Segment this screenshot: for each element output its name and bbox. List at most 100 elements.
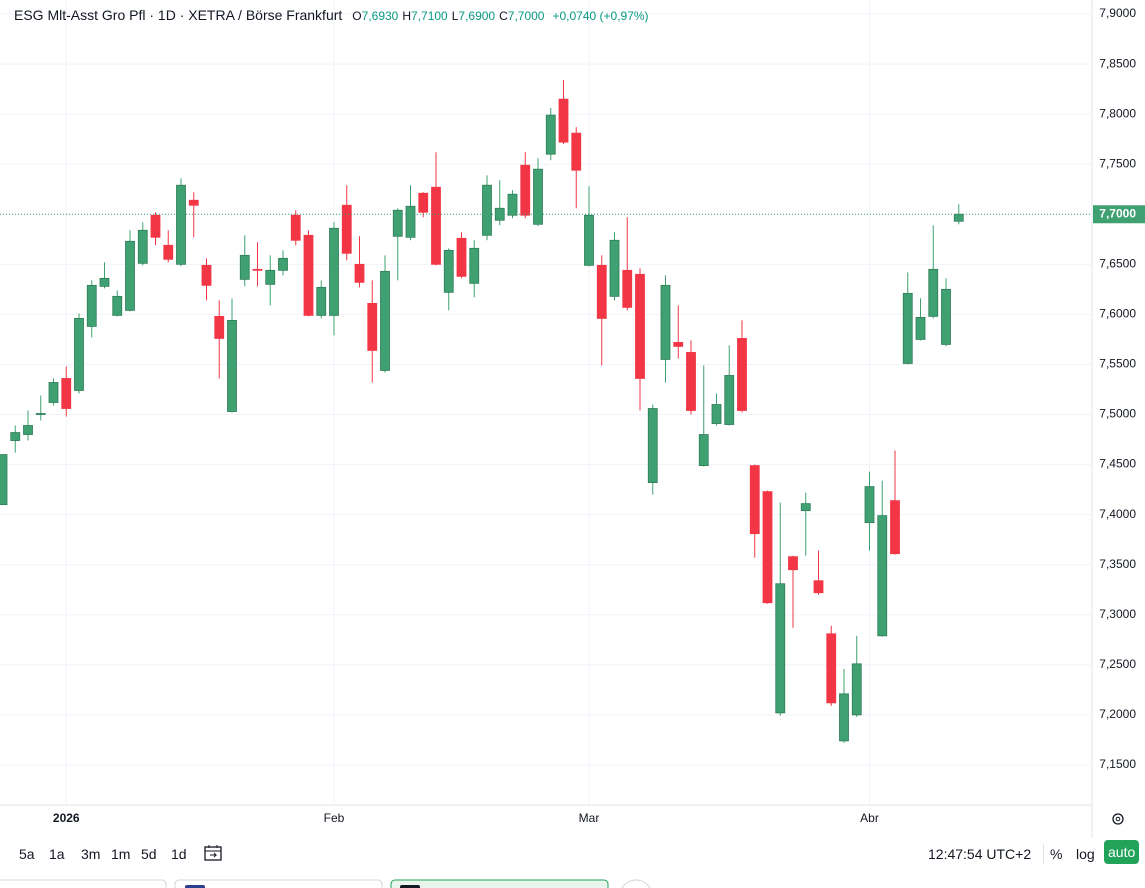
candle-body	[928, 268, 939, 317]
ohlc-key: L	[451, 9, 459, 23]
candle-body	[482, 184, 492, 236]
candle-body	[10, 432, 21, 441]
candle-body	[635, 273, 645, 379]
candle-body	[775, 583, 786, 714]
bottom-toolbar: 12:47:54 UTC+2 auto 5a 1a 3m 1m 5d 1d% log	[0, 840, 1145, 868]
candle-body	[227, 319, 237, 412]
auto-scale-button[interactable]: auto	[1104, 840, 1140, 864]
candle-body	[392, 209, 403, 237]
y-tick-label: 7,4500	[1099, 457, 1136, 471]
scale-option[interactable]: log	[1076, 846, 1095, 862]
candle-body	[494, 207, 505, 221]
candle-body	[788, 556, 798, 571]
candle-body	[150, 214, 161, 238]
y-tick-label: 7,3500	[1099, 557, 1136, 571]
chart: 7,1500 7,2000 7,2500 7,3000 7,3500 7,4000 7,45…	[0, 0, 1145, 838]
candle-body	[418, 192, 429, 213]
range-button[interactable]: 1d	[171, 846, 187, 862]
symbol-title: ESG Mlt-Asst Gro Pfl · 1D · XETRA / Börs…	[14, 7, 343, 23]
candle-body	[354, 263, 365, 283]
price-label-bg	[1093, 205, 1145, 224]
candle-body	[800, 503, 811, 512]
candle-body	[316, 286, 327, 316]
candle-body	[239, 254, 250, 280]
ohlc-value: 7,6930	[361, 9, 399, 23]
candle-body	[558, 98, 569, 143]
y-tick-label: 7,1500	[1099, 757, 1136, 771]
x-tick-label: Abr	[860, 811, 879, 825]
range-button[interactable]: 5d	[141, 846, 157, 862]
ohlc-key: H	[402, 9, 412, 23]
candle-body	[252, 268, 263, 271]
candle-body	[724, 375, 735, 425]
ohlc-value: 7,6900	[458, 9, 496, 23]
scale-option[interactable]: %	[1050, 846, 1063, 862]
candle-body	[953, 213, 964, 222]
candle-body	[877, 515, 888, 637]
candle-body	[941, 288, 951, 345]
price-label: 7,7000	[1099, 206, 1136, 220]
candle-body	[35, 413, 46, 415]
candle-body	[762, 491, 773, 604]
candle-body	[622, 269, 633, 308]
candle-body	[265, 269, 276, 285]
candle-body	[112, 295, 123, 316]
candle-body	[737, 338, 747, 411]
candle-body	[405, 205, 416, 238]
candle-body	[698, 434, 709, 466]
candle-body	[367, 302, 378, 351]
range-button[interactable]: 3m	[81, 846, 101, 862]
ohlc-key: C	[499, 9, 508, 23]
y-tick-label: 7,3000	[1099, 607, 1136, 621]
ohlc-value: 7,7100	[411, 9, 448, 23]
candle-body	[813, 580, 824, 594]
change: +0,0740 (+0,97%)	[552, 9, 649, 23]
candle-body	[188, 199, 199, 206]
candle-body	[673, 342, 684, 347]
range-button[interactable]: 1a	[49, 846, 65, 862]
candle-body	[609, 239, 620, 297]
candle-body	[890, 500, 900, 555]
separator	[1043, 844, 1044, 864]
candle-body	[137, 229, 148, 264]
candle-body	[23, 425, 33, 435]
settings-icon[interactable]	[1112, 813, 1124, 825]
y-tick-label: 7,4000	[1099, 507, 1136, 521]
candle-body	[48, 382, 59, 403]
range-button[interactable]: 5a	[19, 846, 35, 862]
ohlc-value: 7,7000	[507, 9, 545, 23]
candle-body	[163, 244, 174, 260]
clock: 12:47:54 UTC+2	[928, 846, 1032, 862]
bottom-tabs	[0, 879, 651, 888]
candle-body	[278, 257, 288, 271]
x-tick-label: 2026	[53, 811, 80, 825]
candle-body	[380, 270, 390, 371]
candle-body	[647, 408, 658, 483]
candle-body	[571, 132, 582, 171]
range-button[interactable]: 1m	[111, 846, 131, 862]
candle-body	[584, 214, 594, 266]
candle-body	[176, 184, 186, 265]
candle-body	[456, 237, 467, 277]
ohlc-key: O	[352, 9, 362, 23]
y-tick-label: 7,6000	[1099, 307, 1136, 321]
candle-body	[839, 693, 849, 742]
candle-body	[290, 214, 301, 241]
candle-body	[686, 352, 696, 411]
candle-body	[711, 404, 722, 424]
date-range-icon[interactable]	[203, 843, 223, 863]
x-tick-label: Feb	[324, 811, 345, 825]
candle-body	[520, 164, 531, 216]
y-tick-label: 7,6500	[1099, 257, 1136, 271]
candle-body	[61, 378, 72, 409]
y-tick-label: 7,2500	[1099, 657, 1136, 671]
candle-body	[86, 284, 97, 327]
candle-body	[0, 454, 8, 506]
candle-body	[201, 264, 212, 286]
y-tick-label: 7,8500	[1099, 56, 1136, 70]
y-tick-label: 7,5500	[1099, 357, 1136, 371]
y-tick-label: 7,7500	[1099, 156, 1136, 170]
candle-body	[596, 264, 607, 319]
legend-header: ESG Mlt-Asst Gro Pfl · 1D · XETRA / Börs…	[14, 7, 653, 23]
